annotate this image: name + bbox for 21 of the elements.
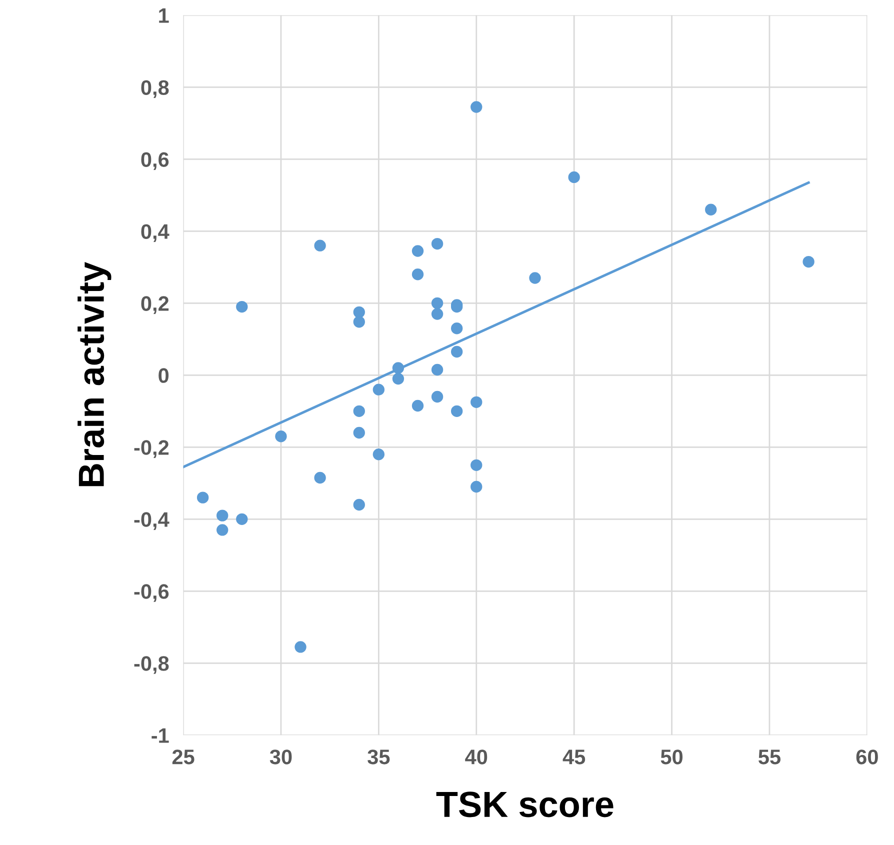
x-axis-title: TSK score [436,792,614,818]
x-tick-label: 30 [270,750,292,764]
x-tick-label: 55 [758,750,780,764]
y-tick-label: 0,8 [141,80,169,98]
y-tick-label: -0,8 [134,656,169,674]
x-tick-label: 40 [465,750,488,764]
y-tick-label: -1 [152,728,169,743]
y-tick-label: 0,4 [141,224,170,242]
x-tick-label: 50 [660,750,683,764]
y-tick-label: -0,2 [134,440,169,458]
x-tick-label: 25 [172,750,194,764]
y-axis-title: Brain activity [78,262,112,486]
x-tick-label: 60 [856,750,878,764]
x-tick-label: 35 [368,750,390,764]
y-tick-label: -0,6 [134,584,169,602]
y-tick-label: 0,6 [141,152,169,170]
y-tick-label: 0,2 [141,296,169,314]
x-tick-label: 45 [562,750,586,764]
y-tick-label: -0,4 [134,512,170,530]
y-tick-label: 0 [158,368,169,383]
y-tick-label: 1 [159,8,169,23]
